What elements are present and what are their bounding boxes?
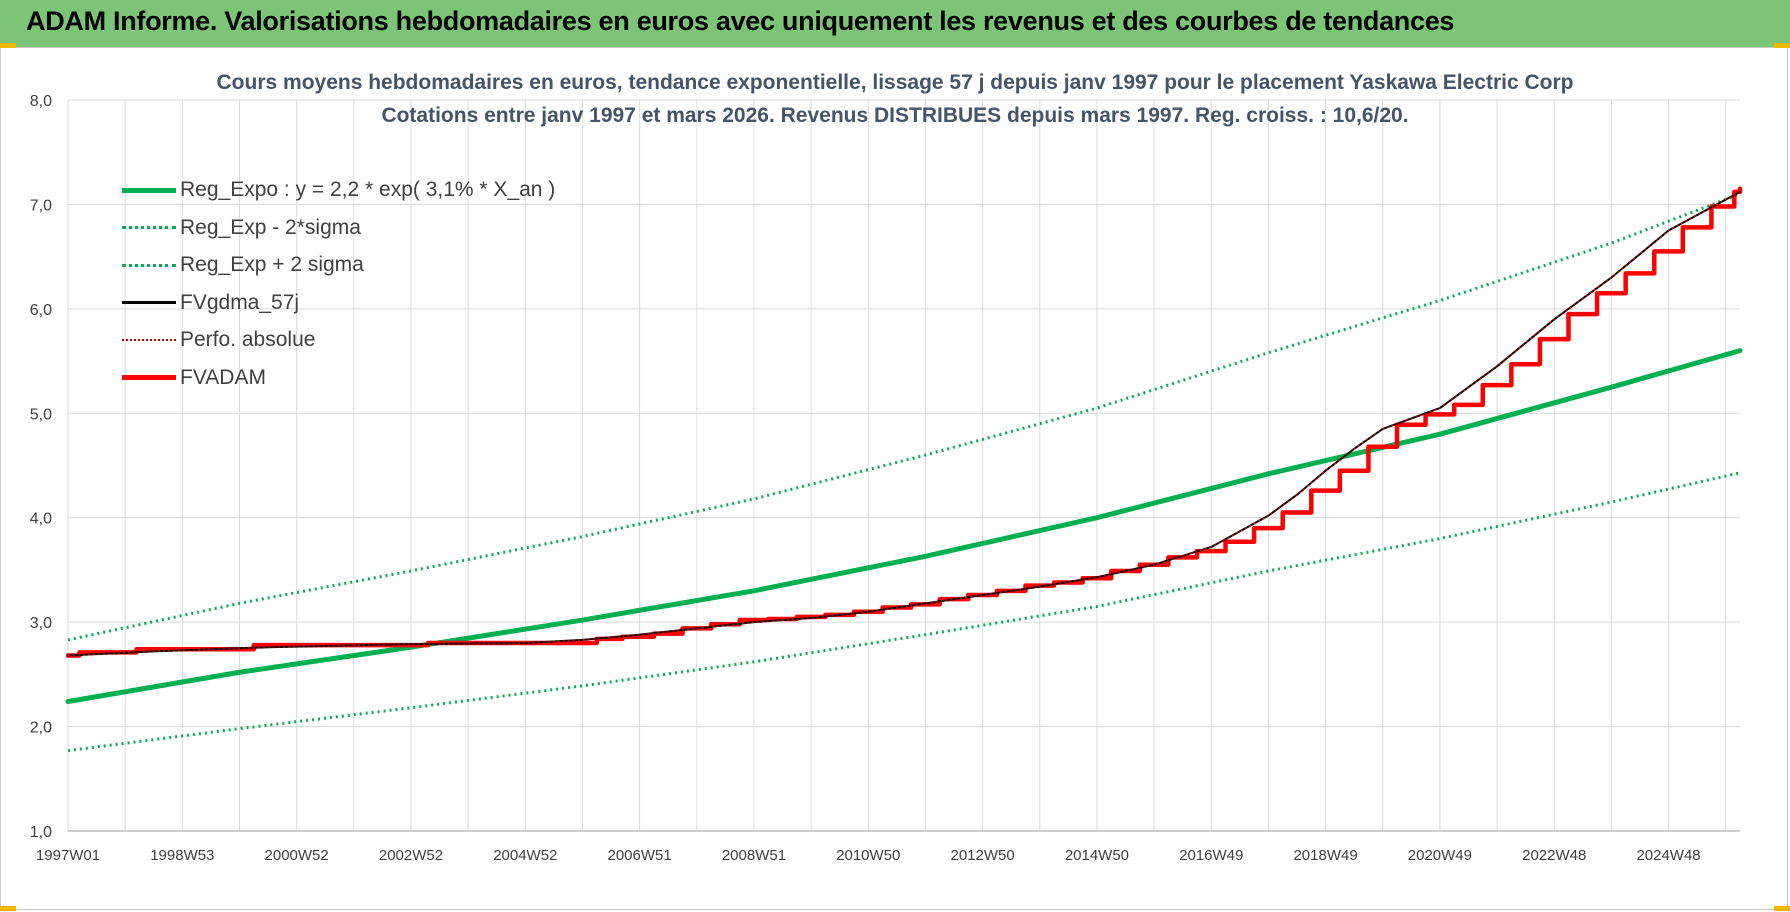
y-tick-label: 2,0 — [30, 720, 52, 737]
legend-swatch — [122, 301, 176, 304]
series-line-5 — [67, 191, 1741, 657]
x-tick-label: 2014W50 — [1065, 847, 1129, 864]
y-tick-label: 4,0 — [30, 511, 52, 528]
legend-swatch — [122, 339, 176, 341]
x-tick-label: 2012W50 — [950, 847, 1014, 864]
legend-label: Reg_Exp - 2*sigma — [180, 215, 361, 239]
chart-title-line-2: Cotations entre janv 1997 et mars 2026. … — [381, 104, 1409, 127]
corner-marker — [0, 43, 16, 48]
series-line-2 — [67, 471, 1741, 753]
y-tick-label: 5,0 — [30, 406, 52, 423]
series-line-3 — [67, 192, 1741, 642]
legend-swatch — [122, 226, 176, 229]
legend-label: FVgdma_57j — [180, 290, 300, 314]
series-line-6 — [65, 186, 1743, 658]
x-tick-label: 2000W52 — [265, 847, 329, 864]
x-tick-label: 2018W49 — [1293, 847, 1357, 864]
x-tick-label: 2008W51 — [722, 847, 786, 864]
legend-swatch — [122, 263, 176, 267]
x-tick-label: 1998W53 — [150, 847, 214, 864]
y-tick-label: 1,0 — [30, 824, 52, 841]
x-tick-label: 2004W52 — [493, 847, 557, 864]
x-tick-label: 2010W50 — [836, 847, 900, 864]
y-tick-label: 3,0 — [30, 615, 52, 632]
series-lines — [65, 186, 1743, 753]
corner-marker — [1774, 43, 1790, 48]
x-tick-label: 2006W51 — [608, 847, 672, 864]
x-tick-label: 1997W01 — [36, 847, 100, 864]
series-line-1 — [65, 348, 1743, 705]
legend-label: Reg_Exp + 2 sigma — [180, 253, 364, 276]
y-tick-label: 7,0 — [30, 197, 52, 214]
legend-label: Perfo. absolue — [180, 328, 316, 351]
x-tick-label: 2024W48 — [1636, 847, 1700, 864]
y-tick-label: 6,0 — [30, 302, 52, 319]
x-tick-label: 2020W49 — [1408, 847, 1472, 864]
report-title: ADAM Informe. Valorisations hebdomadaire… — [26, 6, 1455, 36]
corner-marker — [1774, 906, 1790, 911]
report-banner: ADAM Informe. Valorisations hebdomadaire… — [0, 0, 1790, 47]
legend-label: Reg_Expo : y = 2,2 * exp( 3,1% * X_an ) — [180, 178, 556, 201]
x-tick-label: 2002W52 — [379, 847, 443, 864]
gridlines — [67, 99, 1740, 832]
chart-title-line-1: Cours moyens hebdomadaires en euros, ten… — [216, 71, 1574, 94]
chart-frame — [0, 47, 1788, 910]
y-axis-ticks: 1,0 2,0 3,0 4,0 5,0 6,0 7,0 8,0 — [30, 93, 52, 841]
legend-label: FVADAM — [180, 365, 266, 389]
x-tick-label: 2022W48 — [1522, 847, 1586, 864]
legend-swatch — [122, 375, 176, 380]
x-axis-ticks: 1997W01 1998W53 2000W52 2002W52 2004W52 2006W… — [36, 847, 1701, 864]
corner-marker — [0, 906, 16, 911]
legend-swatch — [122, 187, 176, 193]
x-tick-label: 2016W49 — [1179, 847, 1243, 864]
y-tick-label: 8,0 — [30, 93, 52, 110]
